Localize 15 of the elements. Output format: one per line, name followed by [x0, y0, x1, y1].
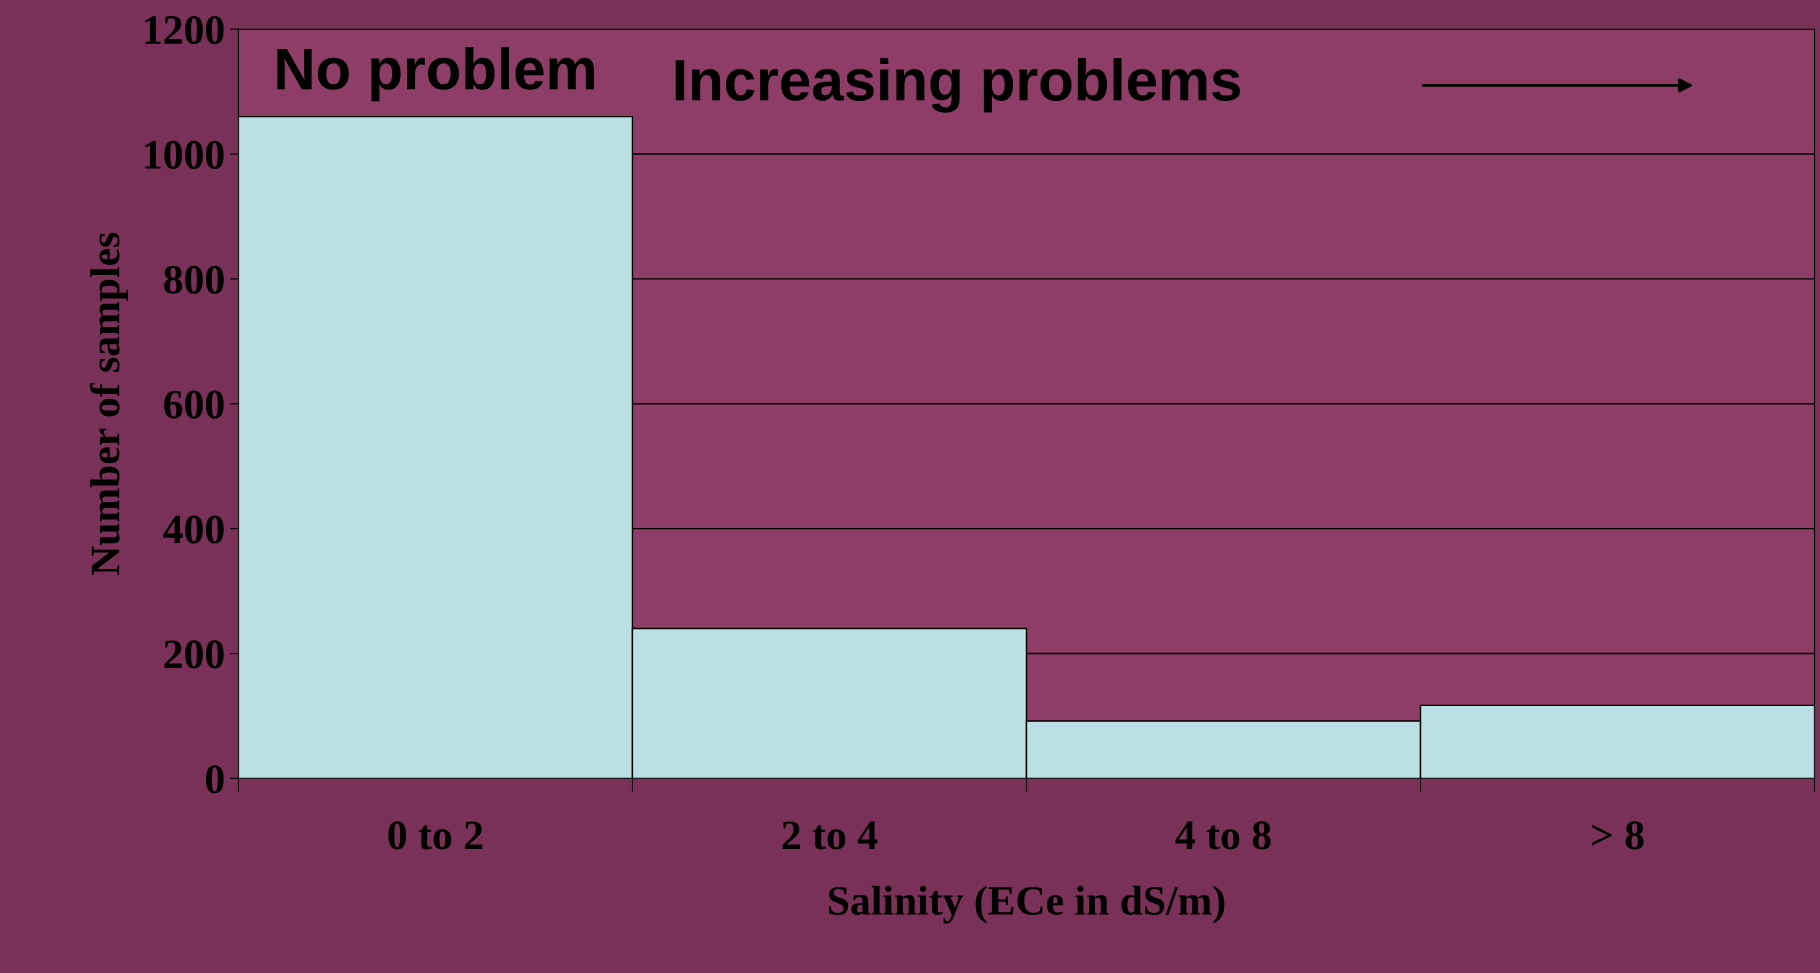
x-tick-label: 4 to 8 — [1175, 821, 1271, 850]
x-tick-label: 0 to 2 — [388, 821, 483, 850]
y-tick-label: 1200 — [145, 15, 224, 45]
y-tick-label: 1000 — [145, 140, 224, 169]
y-axis-title: Number of samples — [89, 232, 128, 576]
x-tick-label: > 8 — [1592, 821, 1644, 850]
y-tick-label: 800 — [164, 265, 224, 294]
x-tick-label: 2 to 4 — [782, 821, 878, 850]
annotation: Increasing problems — [675, 58, 1241, 113]
y-tick-label: 600 — [164, 390, 224, 419]
y-tick-label: 0 — [205, 765, 224, 794]
annotation: No problem — [277, 46, 594, 102]
y-tick-label: 400 — [163, 515, 224, 544]
y-tick-label: 200 — [164, 640, 224, 669]
x-axis-title: Salinity (ECe in dS/m) — [829, 885, 1225, 924]
